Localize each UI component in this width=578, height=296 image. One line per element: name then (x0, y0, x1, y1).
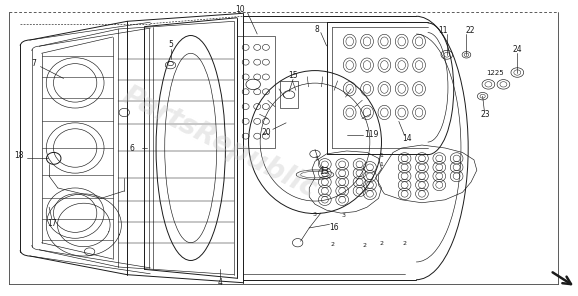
Text: 8: 8 (314, 25, 319, 33)
Text: 16: 16 (329, 223, 339, 231)
Text: 22: 22 (465, 26, 475, 35)
Text: 7: 7 (31, 59, 36, 68)
Text: 10: 10 (235, 5, 244, 14)
Text: 14: 14 (403, 134, 412, 143)
Text: 24: 24 (513, 45, 522, 54)
Text: 17: 17 (47, 219, 57, 228)
Text: 6: 6 (129, 144, 134, 152)
Text: 119: 119 (365, 130, 379, 139)
Text: 3: 3 (313, 212, 317, 217)
Text: 2: 2 (331, 242, 334, 247)
Text: PartsRepublic: PartsRepublic (118, 81, 321, 203)
Text: 1: 1 (314, 156, 318, 161)
Text: 20: 20 (261, 128, 271, 137)
Text: 1225: 1225 (487, 70, 504, 76)
Text: 11: 11 (438, 26, 447, 35)
Text: 15: 15 (288, 71, 298, 80)
Text: 1: 1 (380, 153, 383, 158)
Text: 2: 2 (363, 243, 366, 247)
Text: 18: 18 (14, 152, 24, 160)
Text: 1: 1 (321, 166, 324, 170)
Text: 4: 4 (217, 278, 222, 287)
Text: 2: 2 (380, 241, 383, 246)
Text: 5: 5 (168, 40, 173, 49)
Text: 3: 3 (342, 213, 346, 218)
Text: 1: 1 (380, 162, 383, 167)
Text: 2: 2 (403, 241, 406, 246)
Text: 23: 23 (481, 110, 490, 119)
Text: 13: 13 (319, 167, 328, 176)
